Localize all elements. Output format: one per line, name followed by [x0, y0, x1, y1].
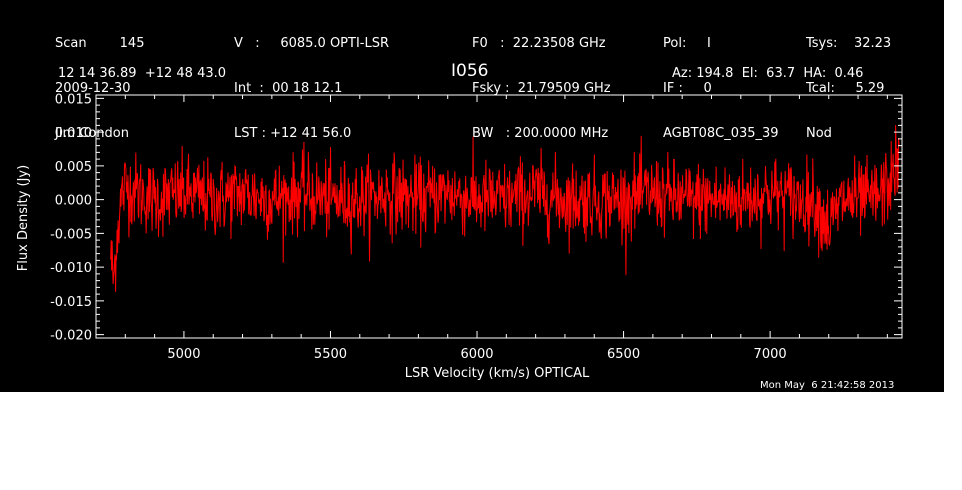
if-line: IF : 0: [663, 81, 712, 96]
x-tick-label: 6000: [460, 347, 493, 362]
header-col3: F0 : 22.23508 GHz Fsky : 21.79509 GHz BW…: [472, 6, 611, 171]
x-axis-ticks: 5000 5500 6000 6500 7000: [95, 95, 888, 362]
lst-line: LST : +12 41 56.0: [234, 126, 352, 141]
observer-line: Jim Condon: [55, 126, 129, 141]
y-axis-label: Flux Density (Jy): [16, 165, 31, 271]
procedure-line: Nod: [806, 126, 832, 141]
source-coords: 12 14 36.89 +12 48 43.0: [58, 66, 227, 81]
x-tick-label: 5500: [314, 347, 347, 362]
footer-date: Mon May 6 21:42:58 2013: [760, 380, 895, 391]
x-tick-label: 5000: [167, 347, 200, 362]
y-axis-ticks: 0.015 0.010 0.005 0.000 -0.005 -0.010 -0.015 -0…: [50, 92, 902, 344]
tsys-line: Tsys: 32.23: [806, 36, 892, 51]
tcal-line: Tcal: 5.29: [806, 81, 885, 96]
project-line: AGBT08C_035_39: [663, 126, 779, 141]
fsky-line: Fsky : 21.79509 GHz: [472, 81, 611, 96]
header-col5: Tsys: 32.23 Tcal: 5.29 Nod: [806, 6, 891, 171]
velocity-line: V : 6085.0 OPTI-LSR: [234, 36, 390, 51]
pol-line: Pol: I: [663, 36, 711, 51]
y-tick-label: -0.005: [50, 227, 92, 242]
header-col1: Scan 145 2009-12-30 Jim Condon: [55, 6, 144, 171]
y-tick-label: -0.010: [50, 261, 92, 276]
y-tick-label: 0.015: [55, 92, 92, 107]
spectrum-line: [110, 125, 900, 292]
y-tick-label: 0.010: [55, 126, 92, 141]
plot-frame: [95, 94, 903, 339]
x-axis-label: LSR Velocity (km/s) OPTICAL: [405, 366, 590, 381]
header-col4: Pol: I IF : 0 AGBT08C_035_39: [663, 6, 779, 171]
date-line: 2009-12-30: [55, 81, 131, 96]
blank-area: [0, 392, 962, 490]
y-tick-label: -0.020: [50, 329, 92, 344]
y-tick-label: 0.005: [55, 160, 92, 175]
integration-line: Int : 00 18 12.1: [234, 81, 343, 96]
y-tick-label: -0.015: [50, 295, 92, 310]
x-tick-label: 7000: [754, 347, 787, 362]
source-name: I056: [451, 61, 489, 81]
bw-line: BW : 200.0000 MHz: [472, 126, 609, 141]
spectrum-chart: 5000 5500 6000 6500 7000 0.015 0.010 0.005 0.00…: [16, 92, 903, 381]
scan-line: Scan 145: [55, 36, 145, 51]
pointing-info: Az: 194.8 El: 63.7 HA: 0.46: [672, 66, 864, 81]
y-tick-label: 0.000: [55, 194, 92, 209]
series-layer: [110, 125, 900, 292]
header-col2: V : 6085.0 OPTI-LSR Int : 00 18 12.1 LST…: [234, 6, 389, 171]
plot-panel: Scan 145 2009-12-30 Jim Condon V : 6085.…: [0, 0, 944, 392]
x-tick-label: 6500: [607, 347, 640, 362]
f0-line: F0 : 22.23508 GHz: [472, 36, 606, 51]
